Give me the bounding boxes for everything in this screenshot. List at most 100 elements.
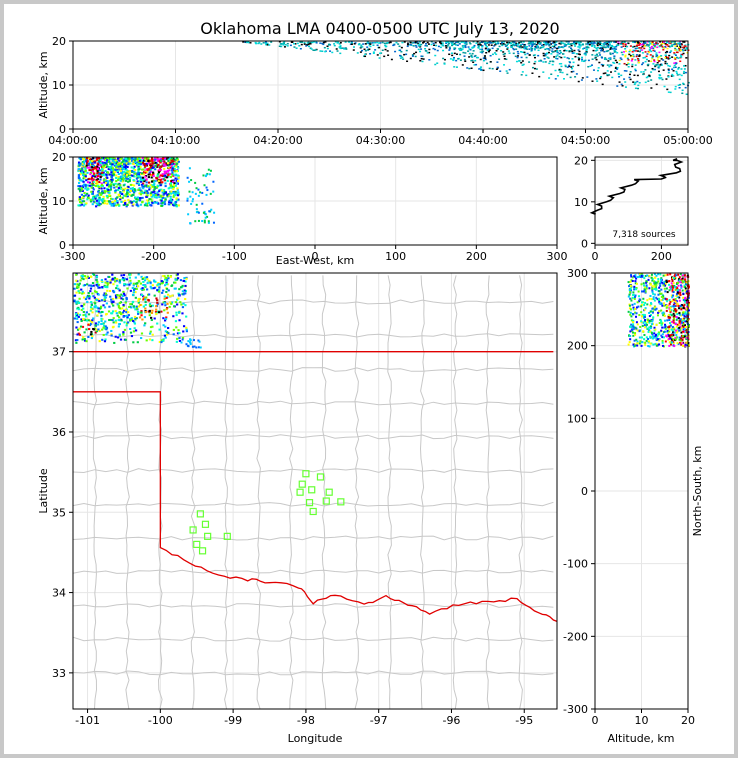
plan-view-source-point <box>120 319 123 322</box>
east-west-source-point <box>172 174 175 177</box>
plan-view-source-point <box>121 294 125 297</box>
east-west-source-point <box>208 173 211 176</box>
east-west-source-point <box>137 173 140 176</box>
plan-view-source-point <box>167 277 170 280</box>
plan-view-source-point <box>156 289 159 292</box>
plan-view-source-point <box>108 275 111 278</box>
time-height-source-point <box>435 44 438 47</box>
north-south-source-point <box>642 297 645 300</box>
north-south-source-point <box>685 325 688 328</box>
time-height-source-point <box>295 47 298 49</box>
time-height-source-point <box>591 58 594 60</box>
east-west-source-point <box>160 196 164 199</box>
north-south-source-point <box>631 303 634 306</box>
time-height-source-point <box>369 53 372 55</box>
east-west-source-point <box>90 183 93 186</box>
east-west-source-point <box>96 182 99 185</box>
east-west-source-point <box>153 201 156 204</box>
north-south-source-point <box>686 320 689 323</box>
plan-view-source-point <box>134 296 137 299</box>
east-west-source-point <box>119 186 123 189</box>
time-height-source-point <box>503 58 506 60</box>
time-height-source-point <box>578 50 581 53</box>
north-south-source-point <box>652 343 655 346</box>
time-height-source-point <box>668 65 671 68</box>
east-west-source-point <box>121 167 125 170</box>
plan-view-source-point <box>76 317 79 320</box>
north-south-ylabel: North-South, km <box>691 446 704 537</box>
time-height-source-point <box>463 55 466 57</box>
plan-view-source-point <box>175 311 178 314</box>
north-south-source-point <box>672 298 675 301</box>
north-south-source-point <box>670 333 673 336</box>
time-height-source-point <box>324 41 327 43</box>
plan-view-source-point <box>166 279 169 282</box>
time-height-source-point <box>685 93 688 96</box>
time-height-source-point <box>452 58 455 61</box>
time-height-source-point <box>599 54 602 56</box>
plan-view-source-point <box>144 301 147 304</box>
east-west-source-point <box>108 192 111 195</box>
east-west-source-point <box>122 194 125 197</box>
time-height-source-point <box>663 41 666 43</box>
time-height-source-point <box>286 45 289 47</box>
time-height-source-point <box>459 47 462 50</box>
lma-station-marker <box>302 470 310 478</box>
plan-view-source-point <box>181 338 184 341</box>
east-west-source-point <box>114 168 117 171</box>
time-height-source-point <box>613 49 616 52</box>
east-west-source-point <box>206 189 209 192</box>
plan-view-source-point <box>179 286 183 289</box>
north-south-source-point <box>655 288 658 291</box>
time-height-source-point <box>569 50 572 52</box>
time-height-source-point <box>339 47 342 50</box>
east-west-source-point <box>149 194 153 197</box>
east-west-source-point <box>105 173 108 176</box>
east-west-source-point <box>202 211 205 214</box>
time-height-source-point <box>418 45 421 47</box>
east-west-source-point <box>137 157 141 160</box>
east-west-source-point <box>106 171 110 174</box>
east-west-source-point <box>80 168 83 171</box>
east-west-source-point <box>129 174 132 177</box>
east-west-source-point <box>124 160 127 163</box>
east-west-source-point <box>152 172 155 175</box>
north-south-source-point <box>644 301 647 304</box>
time-height-source-point <box>571 42 574 45</box>
plan-view-source-point <box>98 286 101 289</box>
plan-view-source-point <box>151 333 154 336</box>
north-south-source-point <box>687 312 690 315</box>
time-height-source-point <box>539 46 542 49</box>
east-west-source-point <box>174 174 177 177</box>
north-south-source-point <box>657 293 660 296</box>
north-south-source-point <box>662 302 665 305</box>
north-south-source-point <box>678 279 681 282</box>
plan-view-source-point <box>164 319 167 322</box>
north-south-source-point <box>660 280 663 283</box>
north-south-source-point <box>668 283 671 286</box>
east-west-source-point <box>140 179 143 182</box>
time-height-source-point <box>606 41 609 44</box>
time-height-source-point <box>627 66 630 68</box>
time-height-source-point <box>532 54 535 57</box>
plan-view-source-point <box>92 284 95 287</box>
plan-view-source-point <box>122 332 125 335</box>
east-west-source-point <box>80 193 83 196</box>
time-height-source-point <box>605 50 608 52</box>
north-south-source-point <box>630 297 633 300</box>
east-west-source-point <box>111 198 114 201</box>
north-south-source-point <box>669 343 672 346</box>
east-west-source-point <box>138 198 142 201</box>
east-west-source-point <box>159 161 162 164</box>
north-south-source-point <box>644 307 647 310</box>
plan-view-source-point <box>90 322 93 325</box>
east-west-source-point <box>138 159 141 162</box>
time-height-source-point <box>681 48 684 51</box>
time-height-source-point <box>521 60 524 62</box>
east-west-source-point <box>188 167 191 170</box>
east-west-source-point <box>98 196 101 199</box>
time-height-source-point <box>556 75 559 77</box>
time-height-source-point <box>387 54 390 56</box>
plan-view-source-point <box>169 295 172 298</box>
